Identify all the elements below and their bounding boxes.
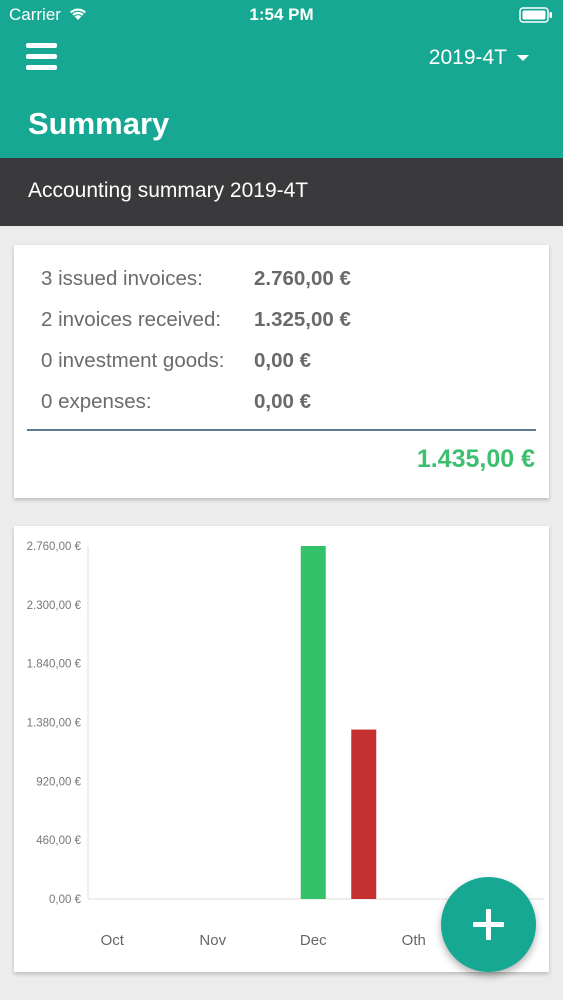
y-tick-label: 0,00 € — [49, 894, 82, 906]
summary-row-issued: 3 issued invoices: 2.760,00 € — [41, 267, 351, 291]
x-tick-label: Oth — [402, 932, 426, 949]
summary-row-amount: 0,00 € — [254, 349, 311, 372]
app-bar: 2019-4T Summary — [0, 30, 563, 158]
carrier-label: Carrier — [9, 5, 61, 24]
summary-row-label: 0 investment goods: — [41, 349, 225, 372]
section-header: Accounting summary 2019-4T — [0, 158, 563, 226]
y-tick-label: 1.840,00 € — [27, 659, 82, 671]
status-bar: Carrier 1:54 PM — [0, 0, 563, 30]
status-time: 1:54 PM — [249, 5, 314, 24]
period-label: 2019-4T — [428, 46, 507, 69]
y-tick-label: 460,00 € — [36, 835, 81, 847]
summary-row-received: 2 invoices received: 1.325,00 € — [41, 308, 351, 332]
summary-row-amount: 0,00 € — [254, 390, 311, 413]
summary-row-label: 3 issued invoices: — [41, 267, 203, 290]
summary-total: 1.435,00 € — [416, 445, 535, 473]
x-tick-label: Oct — [101, 932, 125, 949]
page-title: Summary — [28, 106, 170, 141]
wifi-icon — [70, 8, 86, 20]
y-tick-label: 1.380,00 € — [27, 718, 82, 730]
add-button[interactable] — [441, 877, 536, 972]
x-tick-label: Dec — [300, 932, 327, 949]
caret-down-icon — [517, 55, 529, 61]
summary-row-label: 2 invoices received: — [41, 308, 222, 331]
summary-row-amount: 2.760,00 € — [254, 267, 351, 290]
period-selector[interactable]: 2019-4T — [429, 46, 529, 70]
summary-row-amount: 1.325,00 € — [254, 308, 351, 331]
chart-bar — [351, 729, 377, 899]
summary-card: 3 issued invoices: 2.760,00 € 2 invoices… — [14, 245, 549, 498]
summary-divider — [27, 429, 536, 431]
summary-row-label: 0 expenses: — [41, 390, 152, 413]
chart-bar — [300, 546, 326, 899]
y-tick-label: 2.760,00 € — [27, 541, 82, 553]
x-tick-label: Nov — [199, 932, 226, 949]
y-tick-label: 2.300,00 € — [27, 600, 82, 612]
hamburger-menu-icon[interactable] — [26, 43, 58, 71]
y-tick-label: 920,00 € — [36, 776, 81, 788]
summary-row-investment: 0 investment goods: 0,00 € — [41, 349, 311, 373]
battery-icon — [519, 7, 552, 23]
summary-row-expenses: 0 expenses: 0,00 € — [41, 390, 311, 414]
section-header-title: Accounting summary 2019-4T — [28, 179, 309, 202]
